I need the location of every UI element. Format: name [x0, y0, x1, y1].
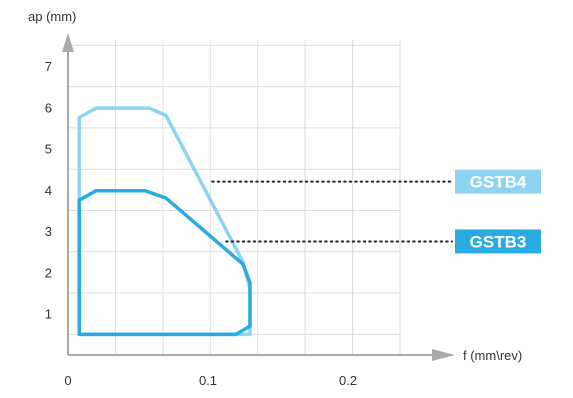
y-tick-label: 6: [45, 100, 52, 115]
axes: ap (mm) f (mm\rev): [28, 9, 522, 363]
region-gstb3: [77, 188, 252, 337]
x-tick-label: 0: [64, 373, 71, 388]
series-labels: GSTB4 GSTB3: [211, 169, 541, 254]
y-tick-label: 1: [45, 307, 52, 322]
x-axis-arrow-icon: [432, 349, 455, 361]
y-tick-label: 5: [45, 142, 52, 157]
x-tick-label: 0.1: [199, 373, 217, 388]
tick-labels: 1 2 3 4 5 6 7 0 0.1 0.2: [45, 59, 357, 388]
y-tick-label: 4: [45, 183, 52, 198]
grid: [68, 40, 401, 355]
x-tick-label: 0.2: [339, 373, 357, 388]
badge-label-gstb4: GSTB4: [470, 173, 527, 192]
badge-gstb3: [455, 229, 541, 254]
regions: [77, 106, 252, 337]
badge-label-gstb3: GSTB3: [470, 232, 527, 251]
badge-gstb4: [455, 169, 541, 194]
y-tick-label: 7: [45, 59, 52, 74]
y-tick-label: 3: [45, 224, 52, 239]
y-tick-label: 2: [45, 265, 52, 280]
y-axis-label: ap (mm): [28, 9, 76, 24]
y-axis-arrow-icon: [62, 33, 74, 52]
x-axis-label: f (mm\rev): [463, 348, 522, 363]
region-gstb4: [77, 106, 252, 337]
